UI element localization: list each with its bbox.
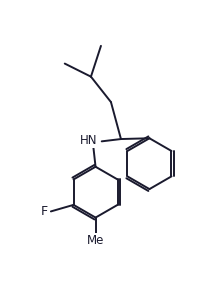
Text: F: F: [41, 205, 48, 218]
Text: HN: HN: [80, 134, 97, 147]
Text: Me: Me: [87, 234, 104, 247]
